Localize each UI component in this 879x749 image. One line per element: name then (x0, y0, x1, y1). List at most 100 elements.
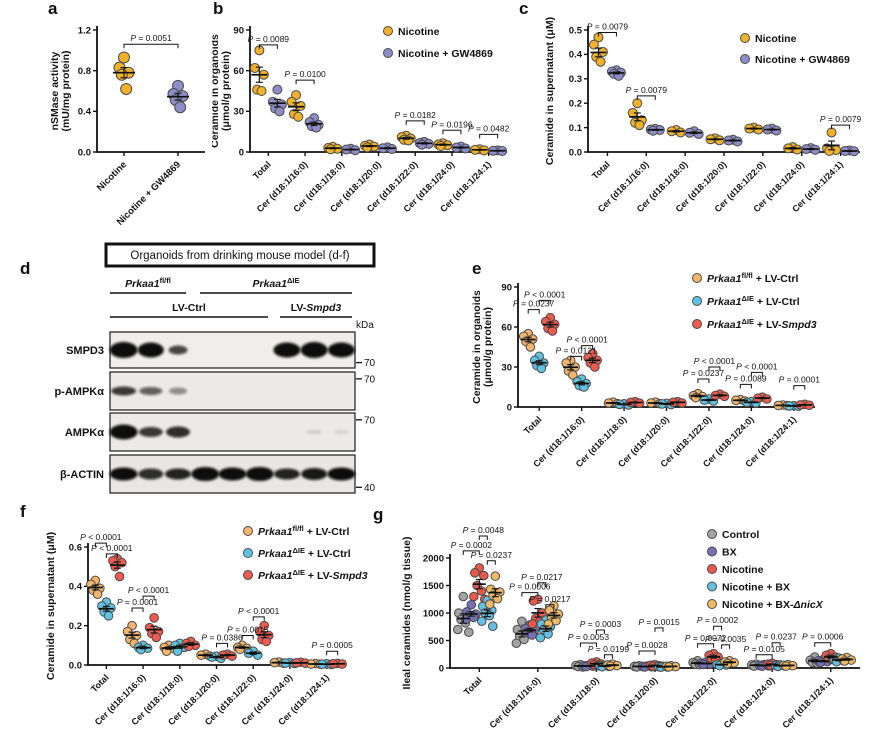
svg-text:P < 0.0001: P < 0.0001 (91, 543, 133, 553)
svg-text:Prkaa1fl/fl: Prkaa1fl/fl (125, 276, 171, 290)
svg-text:P = 0.0237: P = 0.0237 (513, 299, 555, 309)
mean-error-bars (590, 47, 858, 152)
protein-band (109, 424, 138, 440)
svg-text:P = 0.0217: P = 0.0217 (529, 594, 571, 604)
svg-text:Total: Total (462, 675, 484, 697)
mean-error-bars (456, 578, 854, 668)
protein-band (273, 468, 300, 480)
svg-text:P = 0.0217: P = 0.0217 (521, 572, 563, 582)
svg-text:0.5: 0.5 (569, 25, 583, 36)
svg-text:60: 60 (233, 66, 244, 77)
svg-text:Ceramide in organoids: Ceramide in organoids (212, 34, 221, 148)
panel-letter-b: b (213, 0, 224, 18)
protein-band (333, 430, 350, 434)
panel-c-plot: 0.0 0.1 0.2 0.3 0.4 0.5 Ceramide in supernatan… (544, 17, 862, 214)
svg-text:BX: BX (722, 546, 737, 558)
svg-text:Cer (d18:1/22:0): Cer (d18:1/22:0) (663, 675, 718, 730)
svg-text:(mU/mg protein): (mU/mg protein) (60, 50, 72, 131)
svg-text:0.4: 0.4 (78, 107, 92, 118)
svg-text:Ileal ceramides (nmol/g tissue: Ileal ceramides (nmol/g tissue) (401, 537, 413, 690)
panel-f-plot: 0.0 0.2 0.4 0.6 Ceramide in supernatant (μM)… (45, 524, 368, 727)
mean-error-bars (87, 561, 346, 666)
panel-a-plot: 0.0 0.4 0.8 1.2 nSMase activity (mU/mg protei… (49, 25, 205, 228)
legend-swatch-3 (707, 564, 717, 574)
panel-letter-e: e (472, 259, 482, 278)
mean-error-bars (520, 321, 813, 407)
svg-text:0.4: 0.4 (69, 582, 83, 593)
svg-text:500: 500 (428, 636, 444, 647)
svg-text:P = 0.0089: P = 0.0089 (725, 373, 767, 383)
protein-band (138, 427, 163, 437)
svg-text:P = 0.0028: P = 0.0028 (626, 640, 668, 650)
svg-text:P = 0.0199: P = 0.0199 (588, 644, 630, 654)
protein-band (245, 467, 274, 481)
svg-text:P = 0.0237: P = 0.0237 (471, 550, 513, 560)
legend-swatch-2 (707, 546, 717, 557)
legend-swatch-2 (740, 54, 750, 64)
svg-text:0: 0 (239, 147, 244, 158)
svg-text:P = 0.0121: P = 0.0121 (555, 345, 597, 355)
svg-text:P = 0.0079: P = 0.0079 (820, 114, 862, 124)
legend: Nicotine Nicotine + GW4869 (383, 26, 493, 60)
protein-band (111, 386, 137, 396)
svg-text:70: 70 (364, 415, 376, 426)
svg-text:0.3: 0.3 (569, 74, 582, 85)
svg-text:P = 0.0015: P = 0.0015 (227, 625, 269, 635)
svg-text:Prkaa1ΔIE + LV-Ctrl: Prkaa1ΔIE + LV-Ctrl (707, 294, 800, 308)
protein-band (169, 387, 188, 395)
svg-text:Nicotine + BX: Nicotine + BX (722, 581, 790, 593)
data-points (113, 51, 189, 114)
legend-swatch-1 (740, 33, 750, 43)
significance-brackets: P = 0.0079 P = 0.0079 P = 0.0079 (587, 21, 862, 130)
significance-brackets: P = 0.0002 P = 0.0048 P = 0.0237 P = 0.0006… (451, 525, 844, 659)
significance-brackets: P = 0.0051 (123, 33, 179, 49)
y-ticks: 0 30 60 90 (501, 282, 518, 413)
svg-text:1500: 1500 (423, 581, 444, 592)
legend-swatch-1 (692, 273, 702, 283)
panel-letter-a: a (48, 0, 58, 18)
y-ticks: 0 500 1000 1500 2000 (423, 553, 450, 674)
svg-text:Prkaa1fl/fl + LV-Ctrl: Prkaa1fl/fl + LV-Ctrl (258, 524, 349, 538)
protein-band (109, 467, 138, 481)
svg-text:0.6: 0.6 (69, 542, 82, 553)
svg-text:P = 0.0003: P = 0.0003 (580, 619, 622, 629)
blot-strip-2 (109, 371, 356, 411)
legend-swatch-2 (243, 548, 253, 558)
svg-text:0.0: 0.0 (569, 147, 582, 158)
svg-text:Nicotine: Nicotine (722, 564, 764, 576)
y-ticks: 0.0 0.4 0.8 1.2 (78, 25, 97, 158)
protein-band (138, 468, 164, 480)
svg-text:P = 0.0048: P = 0.0048 (463, 525, 505, 535)
protein-band (109, 342, 138, 358)
svg-text:Total: Total (522, 414, 544, 436)
protein-band (166, 426, 191, 438)
svg-text:P = 0.0100: P = 0.0100 (284, 69, 326, 79)
svg-text:Nicotine + GW4869: Nicotine + GW4869 (398, 48, 493, 60)
panel-f: 0.0 0.2 0.4 0.6 Ceramide in supernatant (μM)… (0, 495, 400, 749)
svg-text:0.8: 0.8 (78, 66, 91, 77)
svg-text:P = 0.0482: P = 0.0482 (468, 123, 510, 133)
svg-text:P = 0.0237: P = 0.0237 (683, 368, 725, 378)
svg-text:Control: Control (722, 529, 759, 541)
svg-text:SMPD3: SMPD3 (66, 345, 104, 357)
svg-text:Prkaa1ΔIE + LV-Smpd3: Prkaa1ΔIE + LV-Smpd3 (258, 568, 368, 582)
protein-band (301, 468, 328, 480)
svg-text:Total: Total (89, 672, 111, 694)
svg-text:70: 70 (364, 374, 376, 385)
western-blot: Organoids from drinking mouse model (d-f… (54, 242, 376, 494)
svg-text:P = 0.0053: P = 0.0053 (568, 632, 610, 642)
svg-text:p-AMPKα: p-AMPKα (54, 386, 104, 398)
svg-text:P = 0.0079: P = 0.0079 (626, 85, 668, 95)
svg-text:P = 0.0002: P = 0.0002 (451, 540, 493, 550)
svg-text:0.0: 0.0 (78, 147, 91, 158)
protein-band (327, 467, 356, 481)
legend-swatch-4 (707, 581, 717, 592)
svg-text:P = 0.0072: P = 0.0072 (685, 633, 727, 643)
panel-g-plot: 0 500 1000 1500 2000 Ileal ceramides (nmol/g … (401, 525, 860, 730)
blot-title-box (104, 242, 376, 268)
y-ticks: 0 30 60 90 (233, 25, 250, 158)
protein-band (137, 342, 164, 358)
